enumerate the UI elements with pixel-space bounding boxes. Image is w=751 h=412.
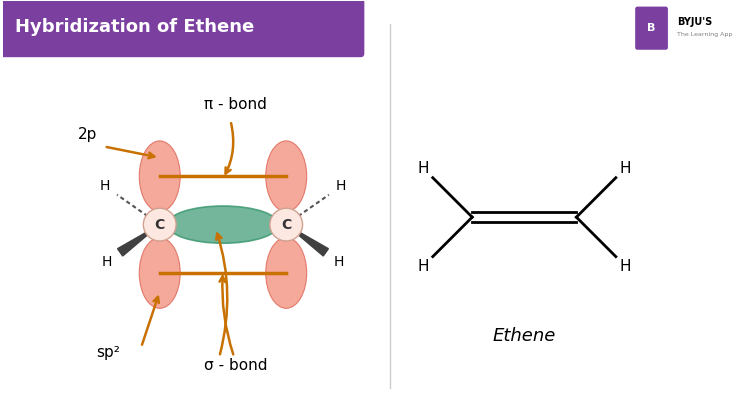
Text: H: H	[418, 259, 429, 274]
Ellipse shape	[167, 206, 279, 243]
Text: π - bond: π - bond	[204, 97, 267, 112]
Text: H: H	[334, 255, 345, 269]
Ellipse shape	[266, 141, 306, 212]
Ellipse shape	[266, 238, 306, 308]
Text: Hybridization of Ethene: Hybridization of Ethene	[14, 19, 254, 36]
Text: H: H	[620, 161, 631, 176]
Text: BYJU'S: BYJU'S	[677, 17, 712, 27]
Ellipse shape	[139, 141, 180, 212]
Text: σ - bond: σ - bond	[204, 358, 268, 373]
Text: H: H	[101, 255, 112, 269]
Text: B: B	[647, 23, 656, 33]
Ellipse shape	[139, 238, 180, 308]
Text: 2p: 2p	[78, 127, 98, 142]
Text: The Learning App: The Learning App	[677, 33, 732, 37]
Text: Ethene: Ethene	[493, 327, 556, 345]
Text: C: C	[155, 218, 165, 232]
Circle shape	[270, 208, 303, 241]
Text: H: H	[336, 179, 346, 193]
FancyBboxPatch shape	[635, 7, 668, 50]
FancyBboxPatch shape	[0, 0, 364, 57]
Text: H: H	[620, 259, 631, 274]
Polygon shape	[118, 225, 160, 256]
Text: H: H	[100, 179, 110, 193]
Polygon shape	[286, 225, 328, 256]
Circle shape	[143, 208, 176, 241]
Text: C: C	[281, 218, 291, 232]
Text: H: H	[418, 161, 429, 176]
Text: sp²: sp²	[96, 345, 120, 360]
